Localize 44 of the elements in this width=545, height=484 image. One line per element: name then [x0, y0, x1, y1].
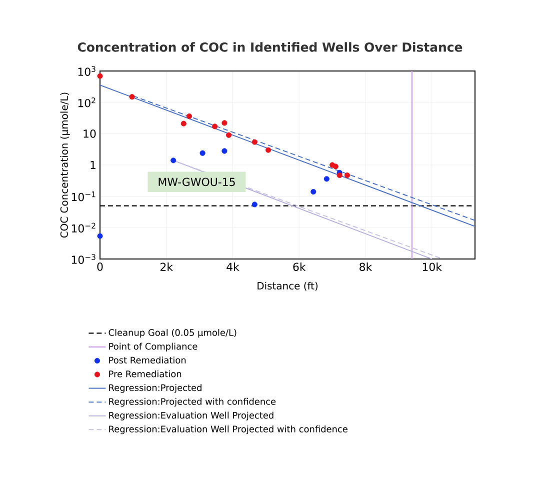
x-tick-label: 8k — [360, 262, 372, 272]
y-tick-label: 10$^{−3}$ — [72, 254, 96, 264]
y-tick-label: 10 — [84, 130, 96, 138]
point — [200, 150, 206, 156]
y-tick-label: 10$^{2}$ — [78, 97, 96, 108]
point — [252, 202, 258, 208]
x-axis-title: Distance (ft) — [258, 282, 318, 291]
x-tick-label: 10k — [422, 262, 442, 272]
y-tick-label: 10$^{−2}$ — [72, 222, 96, 233]
point — [180, 120, 186, 126]
point — [265, 147, 272, 153]
point — [212, 124, 218, 130]
y-tick-label: 1 — [90, 161, 96, 170]
legend-label: Pre Remediation — [109, 370, 182, 378]
point — [97, 73, 103, 79]
point — [336, 172, 342, 178]
x-tick-label: 0 — [97, 262, 103, 271]
legend-label: Regression:Projected with confidence — [109, 398, 276, 407]
legend-label: Regression:Evaluation Well Projected with confidence — [109, 425, 348, 434]
point — [170, 158, 176, 164]
point — [129, 94, 135, 100]
legend-label: Post Remediation — [109, 356, 186, 364]
point — [332, 164, 338, 170]
point — [186, 113, 192, 120]
point — [310, 188, 316, 195]
y-tick-label: 10$^{3}$ — [78, 66, 96, 76]
point — [252, 139, 258, 145]
legend-label: Regression:Evaluation Well Projected — [109, 412, 274, 420]
point — [222, 148, 228, 154]
y-axis-title: COC Concentration (µmole/L) — [60, 92, 70, 238]
legend-label: Cleanup Goal (0.05 µmole/L) — [108, 328, 236, 338]
chart-title: Concentration of COC in Identified Wells Over Distance — [78, 42, 462, 52]
point — [226, 132, 232, 138]
x-tick-label: 6k — [293, 262, 306, 272]
legend-label: Point of Compliance — [109, 342, 198, 352]
legend-label: Regression:Projected — [109, 384, 202, 393]
point — [324, 176, 330, 182]
point — [97, 233, 103, 239]
x-tick-label: 4k — [226, 262, 240, 271]
annotation: MW-GWOU-15 — [158, 178, 235, 186]
point — [344, 172, 350, 178]
y-tick-label: 10$^{−1}$ — [72, 191, 96, 202]
x-tick-label: 2k — [160, 262, 173, 271]
point — [222, 120, 228, 126]
